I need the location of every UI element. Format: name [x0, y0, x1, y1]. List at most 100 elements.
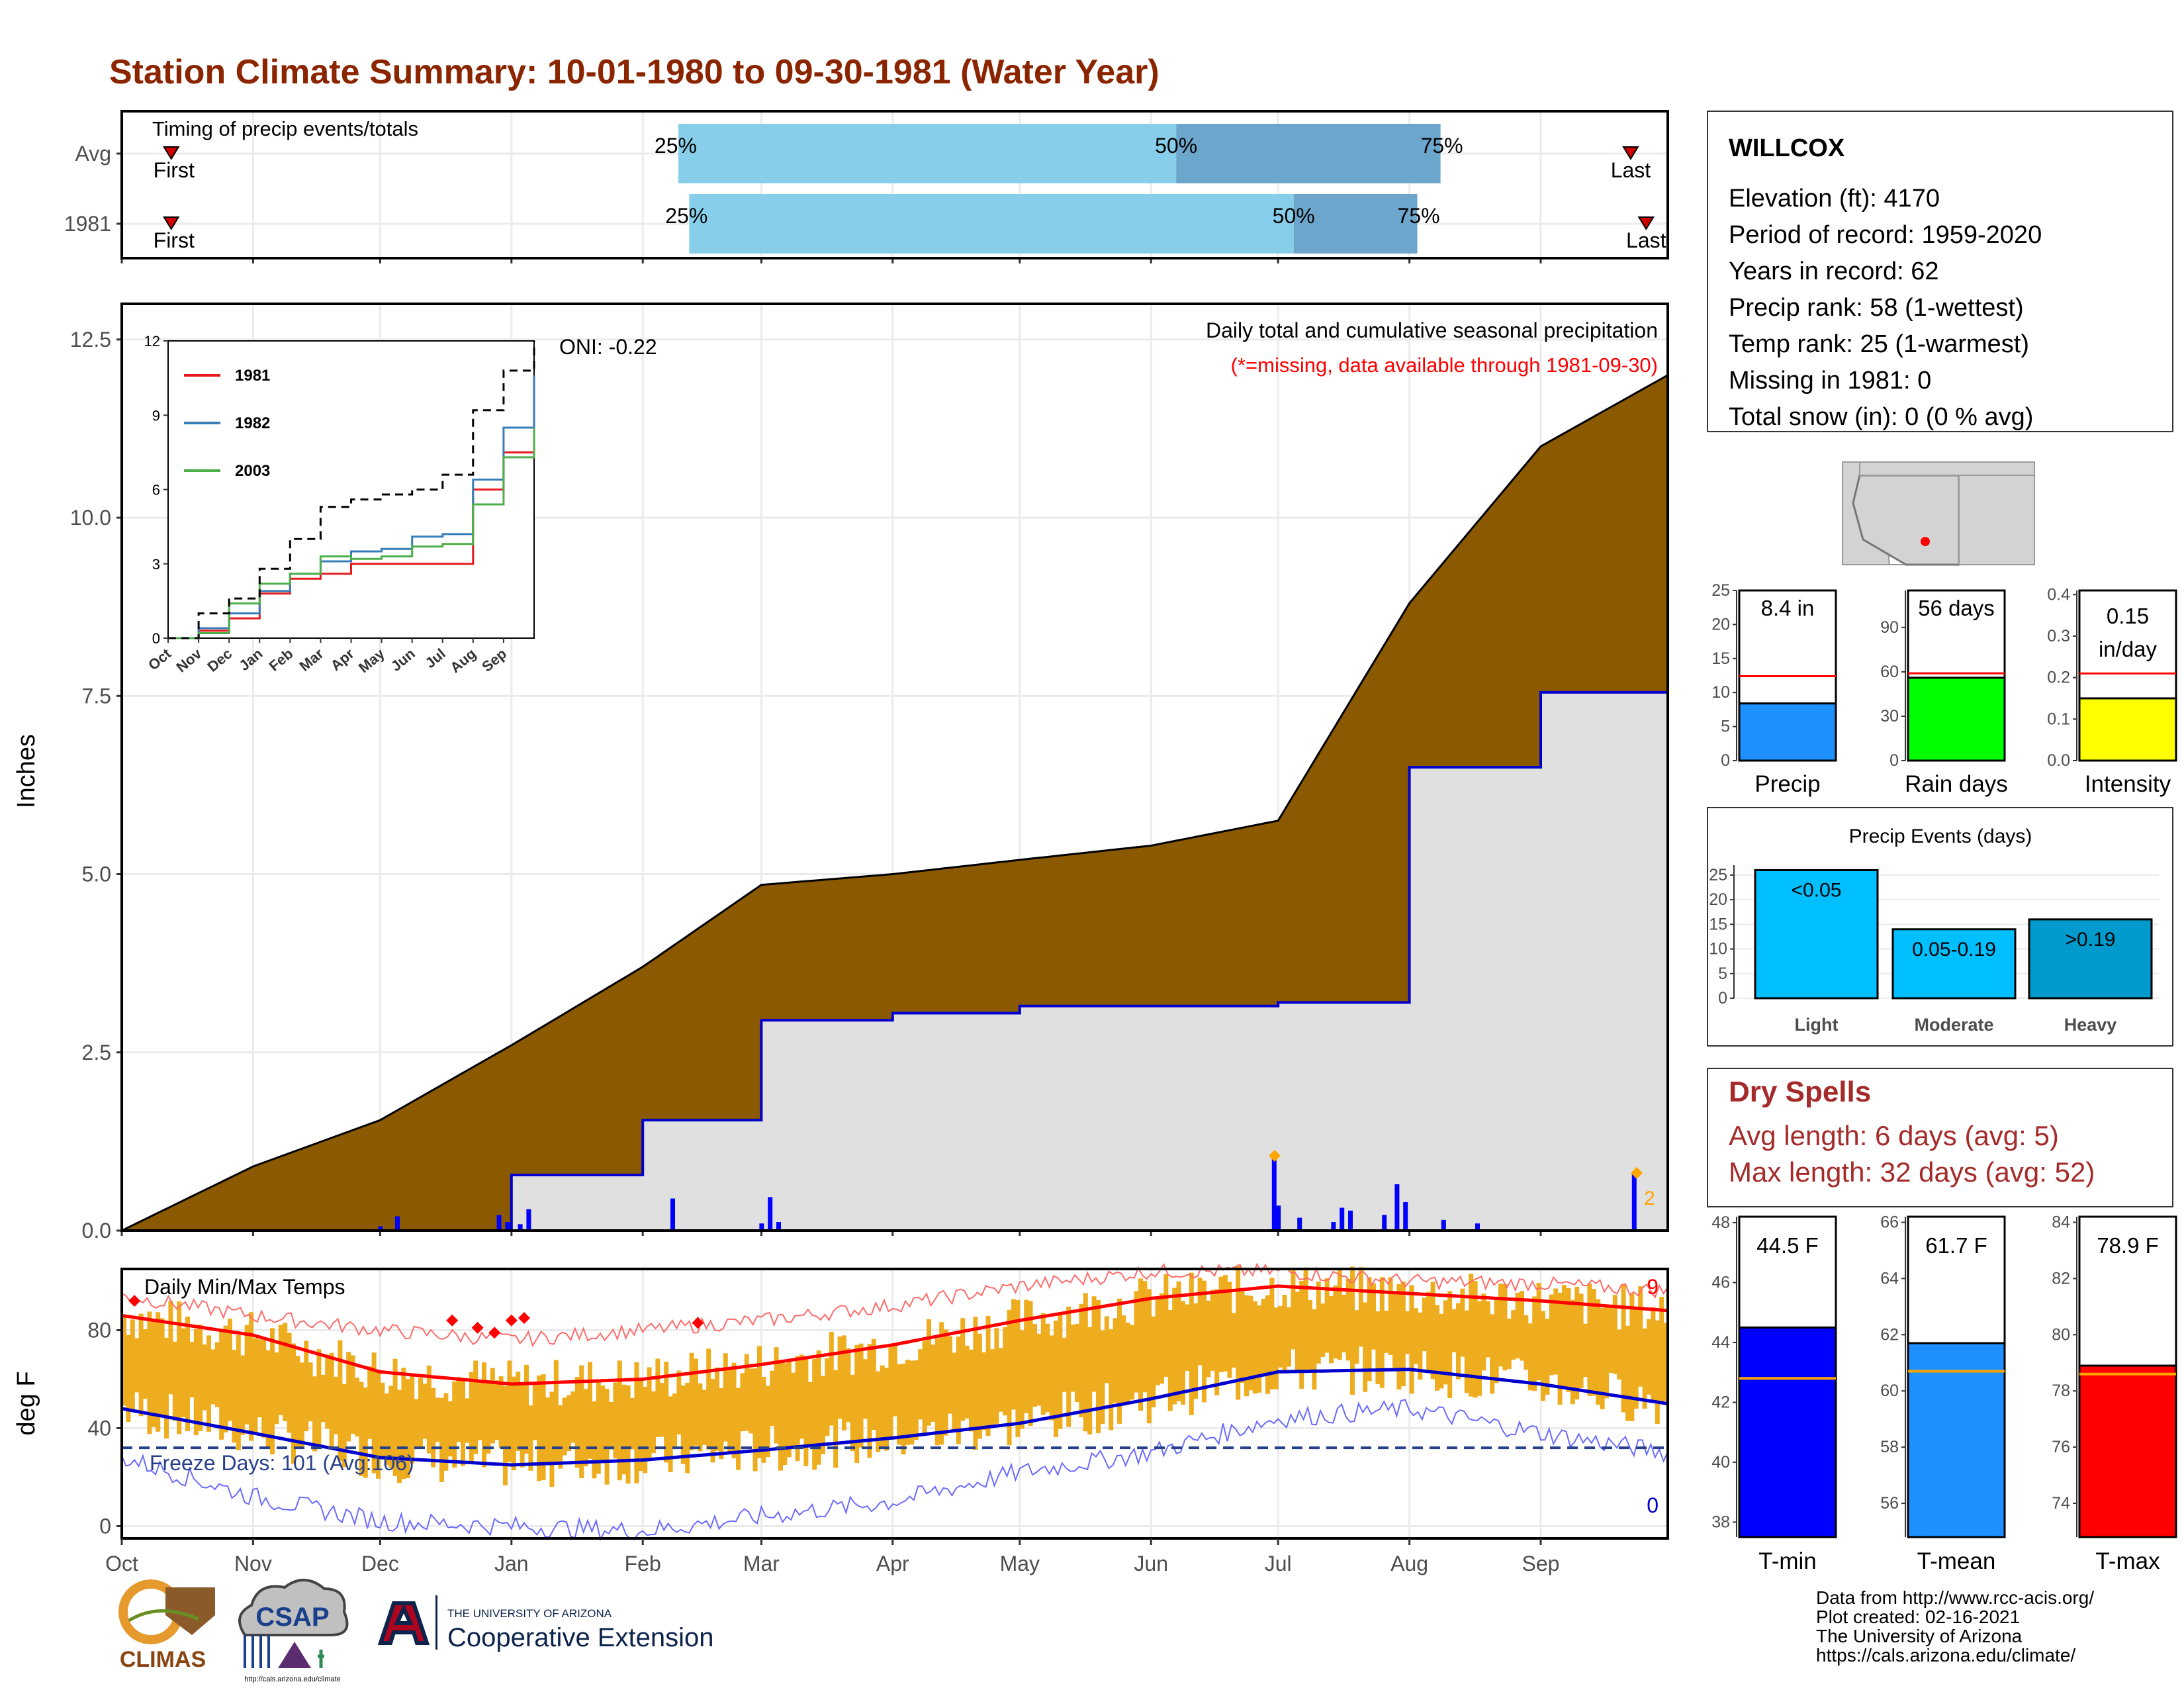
- daily-temp-bar: [1371, 1283, 1376, 1350]
- month-label: Apr: [876, 1552, 909, 1575]
- daily-temp-bar: [143, 1329, 148, 1399]
- daily-temp-bar: [541, 1374, 546, 1480]
- daily-temp-bar: [901, 1364, 906, 1455]
- daily-temp-bar: [159, 1318, 165, 1417]
- daily-temp-bar: [816, 1350, 821, 1465]
- daily-temp-bar: [1596, 1299, 1601, 1405]
- temp-panel: 0 40 80 Daily Min/Max Temps Freeze Days: 1…: [13, 1262, 1669, 1542]
- daily-precip-spikes: [378, 1159, 1637, 1231]
- daily-temp-bar: [1054, 1320, 1058, 1437]
- summary-bar-label: Precip: [1754, 771, 1820, 797]
- daily-temp-bar: [1477, 1301, 1482, 1396]
- daily-temp-bar: [799, 1354, 804, 1439]
- timing-bar-25-50: [689, 194, 1294, 254]
- daily-temp-bar: [1460, 1288, 1465, 1357]
- daily-temp-bar: [1113, 1318, 1118, 1403]
- daily-temp-bar: [990, 1349, 995, 1427]
- timing-p50-label: 50%: [1273, 204, 1315, 228]
- daily-temp-bar: [740, 1373, 745, 1432]
- footer-line: Data from http://www.rcc-acis.org/: [1816, 1587, 2094, 1608]
- daily-temp-bar: [240, 1355, 246, 1435]
- events-bar-value-label: >0.19: [2066, 929, 2116, 951]
- temp-summary-y-tick-label: 40: [1711, 1453, 1730, 1472]
- record-high-marker: [518, 1312, 530, 1324]
- daily-temp-bar: [981, 1352, 987, 1430]
- daily-temp-bar: [786, 1361, 792, 1458]
- summary-bar-value-unit: in/day: [2099, 637, 2158, 661]
- daily-temp-bar: [341, 1383, 347, 1468]
- temp-y-tick-label: 40: [87, 1417, 111, 1440]
- daily-temp-bar: [380, 1382, 385, 1458]
- footer-line: Plot created: 02-16-2021: [1816, 1607, 2020, 1627]
- temp-summary-label: T-mean: [1917, 1548, 1996, 1574]
- daily-temp-bar: [791, 1372, 796, 1447]
- daily-temp-bar: [1481, 1293, 1486, 1371]
- summary-bar-value: [2078, 697, 2177, 762]
- station-location-dot: [1921, 537, 1930, 546]
- daily-temp-bar: [1469, 1274, 1474, 1397]
- daily-temp-bar: [668, 1396, 673, 1472]
- daily-temp-bar: [1557, 1292, 1563, 1405]
- daily-temp-bar: [1532, 1296, 1537, 1391]
- timing-p75-label: 75%: [1398, 204, 1440, 228]
- daily-temp-bar: [719, 1388, 724, 1460]
- daily-temp-bar: [228, 1319, 232, 1421]
- daily-temp-bar: [1214, 1289, 1220, 1395]
- record-low-line: [121, 1399, 1668, 1542]
- daily-temp-bar: [1633, 1309, 1639, 1409]
- station-detail-line: Elevation (ft): 4170: [1729, 185, 1940, 212]
- daily-temp-bar: [1485, 1301, 1490, 1358]
- daily-temp-bar: [494, 1380, 500, 1440]
- daily-temp-bar: [130, 1319, 135, 1410]
- daily-temp-bar: [1257, 1305, 1262, 1393]
- events-y-tick-label: 10: [1709, 940, 1727, 959]
- temp-summary-y-tick-label: 58: [1880, 1438, 1899, 1456]
- precip-y-tick-label: 0.0: [82, 1219, 111, 1243]
- daily-temp-bar: [1562, 1285, 1567, 1387]
- daily-temp-bar: [1638, 1286, 1643, 1387]
- daily-temp-bar: [126, 1335, 131, 1423]
- timing-p50-label: 50%: [1155, 134, 1197, 158]
- daily-temp-bar: [376, 1370, 381, 1479]
- daily-temp-bar: [422, 1383, 428, 1439]
- daily-precip-bar: [395, 1216, 400, 1231]
- temp-summary-y-tick-label: 84: [2052, 1213, 2070, 1231]
- summary-y-tick-label: 10: [1711, 683, 1730, 702]
- daily-temp-bar: [189, 1341, 195, 1398]
- daily-temp-bar: [1333, 1285, 1338, 1359]
- daily-temp-bar: [295, 1356, 300, 1448]
- daily-temp-bar: [1273, 1307, 1279, 1389]
- daily-temp-bar: [291, 1343, 296, 1464]
- daily-temp-bar: [1443, 1300, 1448, 1385]
- daily-temp-bar: [1354, 1310, 1359, 1364]
- daily-temp-bar: [651, 1391, 656, 1454]
- daily-temp-bar: [299, 1362, 304, 1448]
- summary-y-tick-label: 0: [1721, 751, 1730, 770]
- daily-temp-bar: [1549, 1294, 1554, 1376]
- events-y-tick-label: 5: [1718, 964, 1727, 983]
- daily-temp-bar: [964, 1345, 970, 1419]
- precip-y-tick-label: 5.0: [82, 863, 111, 886]
- daily-temp-bar: [807, 1382, 813, 1447]
- daily-temp-bar: [122, 1316, 126, 1406]
- daily-temp-bar: [934, 1338, 940, 1446]
- daily-temp-bar: [659, 1383, 664, 1437]
- daily-temp-bar: [181, 1328, 186, 1417]
- daily-temp-bar: [1312, 1309, 1317, 1390]
- temp-summary-value-label: 61.7 F: [1925, 1233, 1987, 1258]
- month-label: Dec: [361, 1552, 399, 1575]
- daily-temp-bar: [223, 1325, 228, 1432]
- daily-temp-bar: [863, 1359, 868, 1419]
- inset-y-tick-label: 3: [152, 556, 160, 573]
- footer-line: The University of Arizona: [1816, 1626, 2023, 1646]
- daily-temp-bar: [553, 1360, 559, 1463]
- temp-summary-y-tick-label: 76: [2052, 1438, 2070, 1456]
- daily-temp-bar: [1583, 1323, 1588, 1378]
- daily-temp-bar: [1422, 1297, 1427, 1352]
- daily-temp-bar: [206, 1335, 211, 1432]
- daily-temp-bar: [630, 1397, 635, 1450]
- daily-temp-bar: [927, 1319, 931, 1426]
- daily-temp-bar: [617, 1360, 622, 1481]
- daily-temp-bar: [443, 1393, 449, 1471]
- daily-temp-bar: [503, 1386, 508, 1485]
